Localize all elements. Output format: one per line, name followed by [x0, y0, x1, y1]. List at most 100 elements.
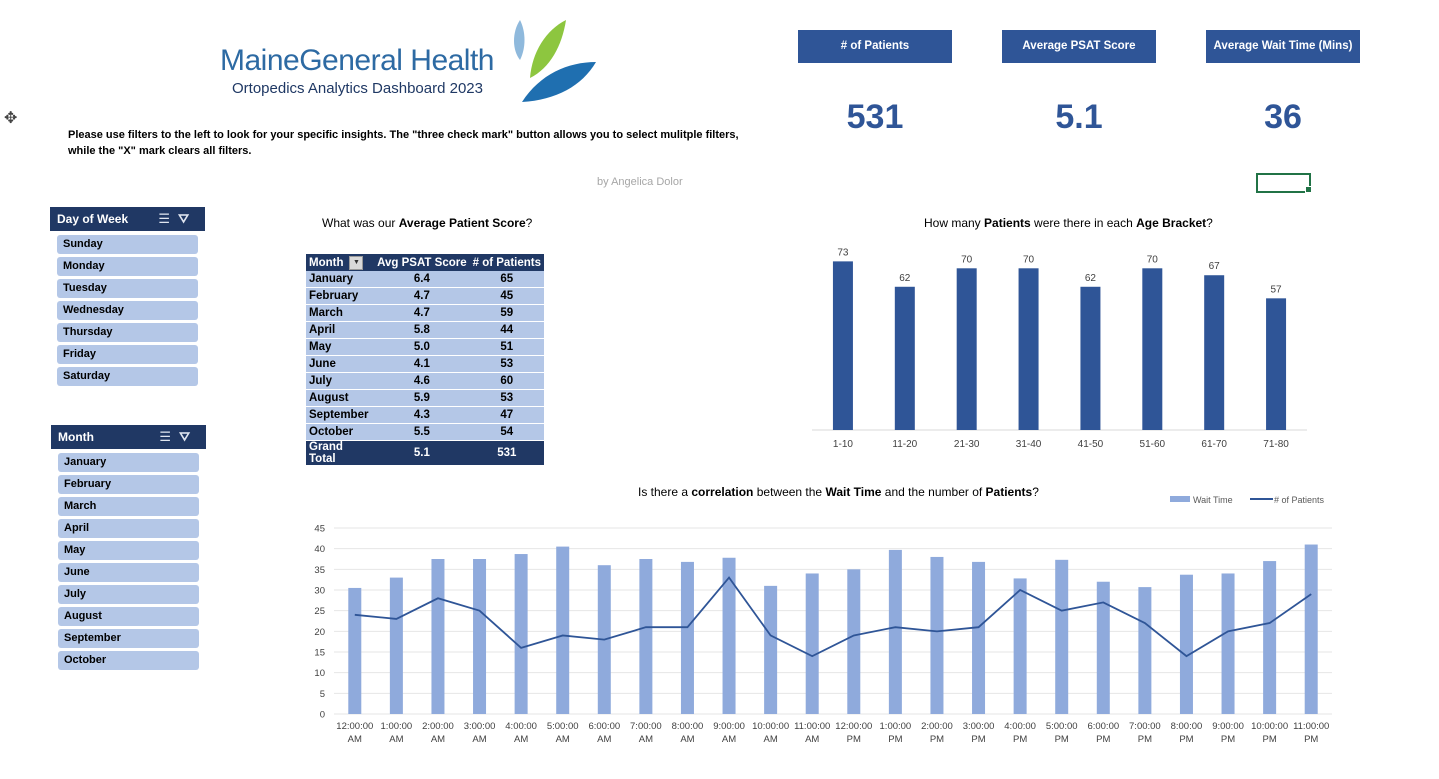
slicer-item-monday[interactable]: Monday [57, 257, 198, 276]
pivot-cell-patients: 45 [469, 287, 544, 305]
bar [389, 577, 403, 714]
kpi-psat-label: Average PSAT Score [1002, 30, 1156, 63]
slicer-item-july[interactable]: July [58, 585, 199, 604]
x-tick-label-time: 5:00:00 [1046, 721, 1078, 732]
data-label: 70 [961, 254, 973, 265]
selected-cell[interactable] [1256, 173, 1311, 193]
x-tick-label-time: 2:00:00 [921, 721, 953, 732]
bar [1013, 578, 1027, 714]
slicer-item-tuesday[interactable]: Tuesday [57, 279, 198, 298]
clear-filter-icon[interactable]: ⛛ [178, 211, 197, 226]
slicer-month-title: Month [58, 430, 94, 444]
bar [972, 561, 986, 714]
bar [1221, 573, 1235, 714]
x-tick-label-time: 4:00:00 [1004, 721, 1036, 732]
pivot-cell-avg: 5.9 [374, 389, 470, 407]
slicer-item-friday[interactable]: Friday [57, 345, 198, 364]
pivot-cell-patients: 54 [469, 423, 544, 441]
pivot-cell-patients: 53 [469, 355, 544, 373]
slicer-item-april[interactable]: April [58, 519, 199, 538]
data-label: 57 [1271, 284, 1283, 295]
x-tick-label-time: 4:00:00 [505, 721, 537, 732]
pivot-cell-avg: 4.1 [374, 355, 470, 373]
slicer-item-march[interactable]: March [58, 497, 199, 516]
x-tick-label-ampm: AM [472, 734, 486, 745]
x-tick-label-ampm: PM [1179, 734, 1193, 745]
y-tick-label: 45 [314, 524, 325, 535]
bar [348, 587, 362, 714]
clear-filter-icon[interactable]: ⛛ [179, 429, 198, 444]
table-row: March 4.7 59 [306, 304, 544, 322]
bar [639, 559, 653, 714]
pivot-cell-month: September [306, 406, 375, 424]
bar [722, 557, 736, 714]
slicer-item-saturday[interactable]: Saturday [57, 367, 198, 386]
x-tick-label-ampm: AM [431, 734, 445, 745]
fill-handle[interactable] [1305, 186, 1312, 193]
x-tick-label-time: 11:00:00 [794, 721, 830, 732]
slicer-item-thursday[interactable]: Thursday [57, 323, 198, 342]
slicer-item-september[interactable]: September [58, 629, 199, 648]
table-row: April 5.8 44 [306, 321, 544, 339]
slicer-item-january[interactable]: January [58, 453, 199, 472]
x-tick-label: 51-60 [1140, 439, 1166, 450]
table-row: January 6.4 65 [306, 271, 544, 288]
pivot-cell-avg: 5.0 [374, 338, 470, 356]
x-tick-label: 31-40 [1016, 439, 1042, 450]
kpi-wait-label: Average Wait Time (Mins) [1206, 30, 1360, 63]
table-row: July 4.6 60 [306, 372, 544, 390]
table-row: August 5.9 53 [306, 389, 544, 407]
bar [431, 559, 445, 714]
slicer-item-february[interactable]: February [58, 475, 199, 494]
byline: by Angelica Dolor [597, 176, 683, 188]
pivot-cell-month: July [306, 372, 375, 390]
legend-patients-label: # of Patients [1274, 495, 1325, 505]
pivot-cell-month: February [306, 287, 375, 305]
bar [473, 559, 487, 714]
x-tick-label-ampm: PM [971, 734, 985, 745]
x-tick-label-ampm: AM [764, 734, 778, 745]
x-tick-label-time: 5:00:00 [547, 721, 579, 732]
x-tick-label-time: 8:00:00 [1171, 721, 1203, 732]
x-tick-label-ampm: PM [847, 734, 861, 745]
kpi-psat-value: 5.1 [1055, 98, 1103, 136]
slicer-item-october[interactable]: October [58, 651, 199, 670]
pivot-cell-patients: 44 [469, 321, 544, 339]
x-tick-label-time: 11:00:00 [1293, 721, 1329, 732]
bar [1179, 574, 1193, 714]
pivot-cell-patients: 47 [469, 406, 544, 424]
filter-dropdown-icon[interactable]: ▼ [349, 255, 364, 270]
slicer-item-june[interactable]: June [58, 563, 199, 582]
slicer-item-sunday[interactable]: Sunday [57, 235, 198, 254]
pivot-cell-month: Grand Total [306, 440, 375, 466]
slicer-item-may[interactable]: May [58, 541, 199, 560]
dashboard-subtitle: Ortopedics Analytics Dashboard 2023 [232, 80, 483, 97]
pivot-header-month[interactable]: Month ▼ [306, 254, 375, 271]
bar [1096, 581, 1110, 714]
bar [1304, 544, 1318, 714]
x-tick-label-ampm: PM [1138, 734, 1152, 745]
pivot-cell-avg: 5.1 [374, 440, 470, 466]
table-row: February 4.7 45 [306, 287, 544, 305]
bar [1018, 268, 1039, 430]
pivot-title: What was our Average Patient Score? [322, 216, 533, 230]
pivot-cell-month: April [306, 321, 375, 339]
multi-select-icon[interactable]: ☰ [158, 211, 179, 226]
multi-select-icon[interactable]: ☰ [159, 429, 180, 444]
pivot-cell-month: June [306, 355, 375, 373]
bar [556, 546, 570, 714]
pivot-cell-avg: 6.4 [374, 271, 470, 288]
x-tick-label: 11-20 [892, 439, 917, 450]
x-tick-label-time: 10:00:00 [1251, 721, 1288, 732]
legend-wait-time-swatch [1170, 496, 1190, 502]
legend-wait-time-label: Wait Time [1193, 495, 1233, 505]
pivot-total-row: Grand Total 5.1 531 [306, 440, 544, 466]
x-tick-label-time: 9:00:00 [713, 721, 745, 732]
slicer-day-header: Day of Week ☰⛛ [50, 207, 205, 231]
x-tick-label: 41-50 [1078, 439, 1104, 450]
pivot-cell-avg: 4.6 [374, 372, 470, 390]
slicer-item-august[interactable]: August [58, 607, 199, 626]
bar [894, 286, 915, 430]
slicer-item-wednesday[interactable]: Wednesday [57, 301, 198, 320]
series-line [354, 576, 1312, 658]
